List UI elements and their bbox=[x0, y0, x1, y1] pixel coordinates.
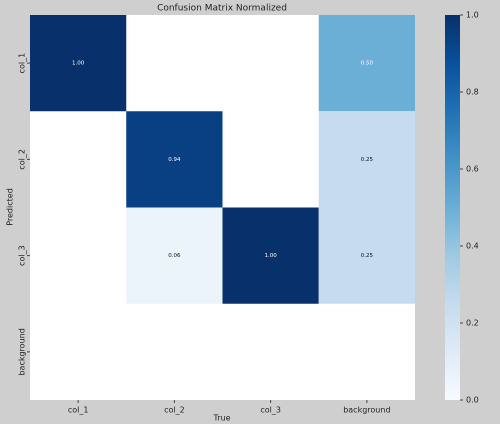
cell-label: 0.50 bbox=[361, 61, 374, 67]
y-tick-label: col_3 bbox=[18, 245, 27, 266]
cell-label: 0.25 bbox=[361, 157, 374, 163]
colorbar-tick-label: 0.4 bbox=[466, 242, 479, 251]
heatmap-cell bbox=[30, 15, 127, 112]
x-tick-label: background bbox=[343, 406, 390, 415]
heatmap-cell bbox=[126, 111, 223, 208]
y-tick-label: background bbox=[18, 328, 27, 375]
heatmap-cell bbox=[318, 15, 415, 112]
heatmap-cell bbox=[318, 111, 415, 208]
chart-title: Confusion Matrix Normalized bbox=[157, 4, 287, 14]
x-tick-label: col_2 bbox=[164, 406, 185, 415]
cell-label: 0.06 bbox=[168, 253, 181, 259]
cell-label: 0.25 bbox=[361, 253, 374, 259]
heatmap-cell bbox=[222, 207, 319, 304]
x-tick-label: col_1 bbox=[68, 406, 89, 415]
x-axis-label: True bbox=[213, 414, 231, 423]
cell-label: 1.00 bbox=[265, 253, 278, 259]
colorbar-tick-label: 1.0 bbox=[466, 11, 479, 20]
heatmap-cell bbox=[318, 207, 415, 304]
cell-label: 1.00 bbox=[72, 61, 85, 67]
colorbar-tick-label: 0.2 bbox=[466, 319, 479, 328]
y-axis-label: Predicted bbox=[6, 188, 15, 226]
colorbar-tick-label: 0.8 bbox=[466, 88, 479, 97]
heatmap-cell bbox=[126, 207, 223, 304]
y-tick-label: col_2 bbox=[18, 149, 27, 170]
colorbar-tick-label: 0.0 bbox=[466, 396, 479, 405]
colorbar-tick-label: 0.6 bbox=[466, 165, 479, 174]
y-tick-label: col_1 bbox=[18, 53, 27, 74]
cell-label: 0.94 bbox=[168, 157, 181, 163]
colorbar bbox=[445, 15, 460, 400]
x-tick-label: col_3 bbox=[260, 406, 281, 415]
